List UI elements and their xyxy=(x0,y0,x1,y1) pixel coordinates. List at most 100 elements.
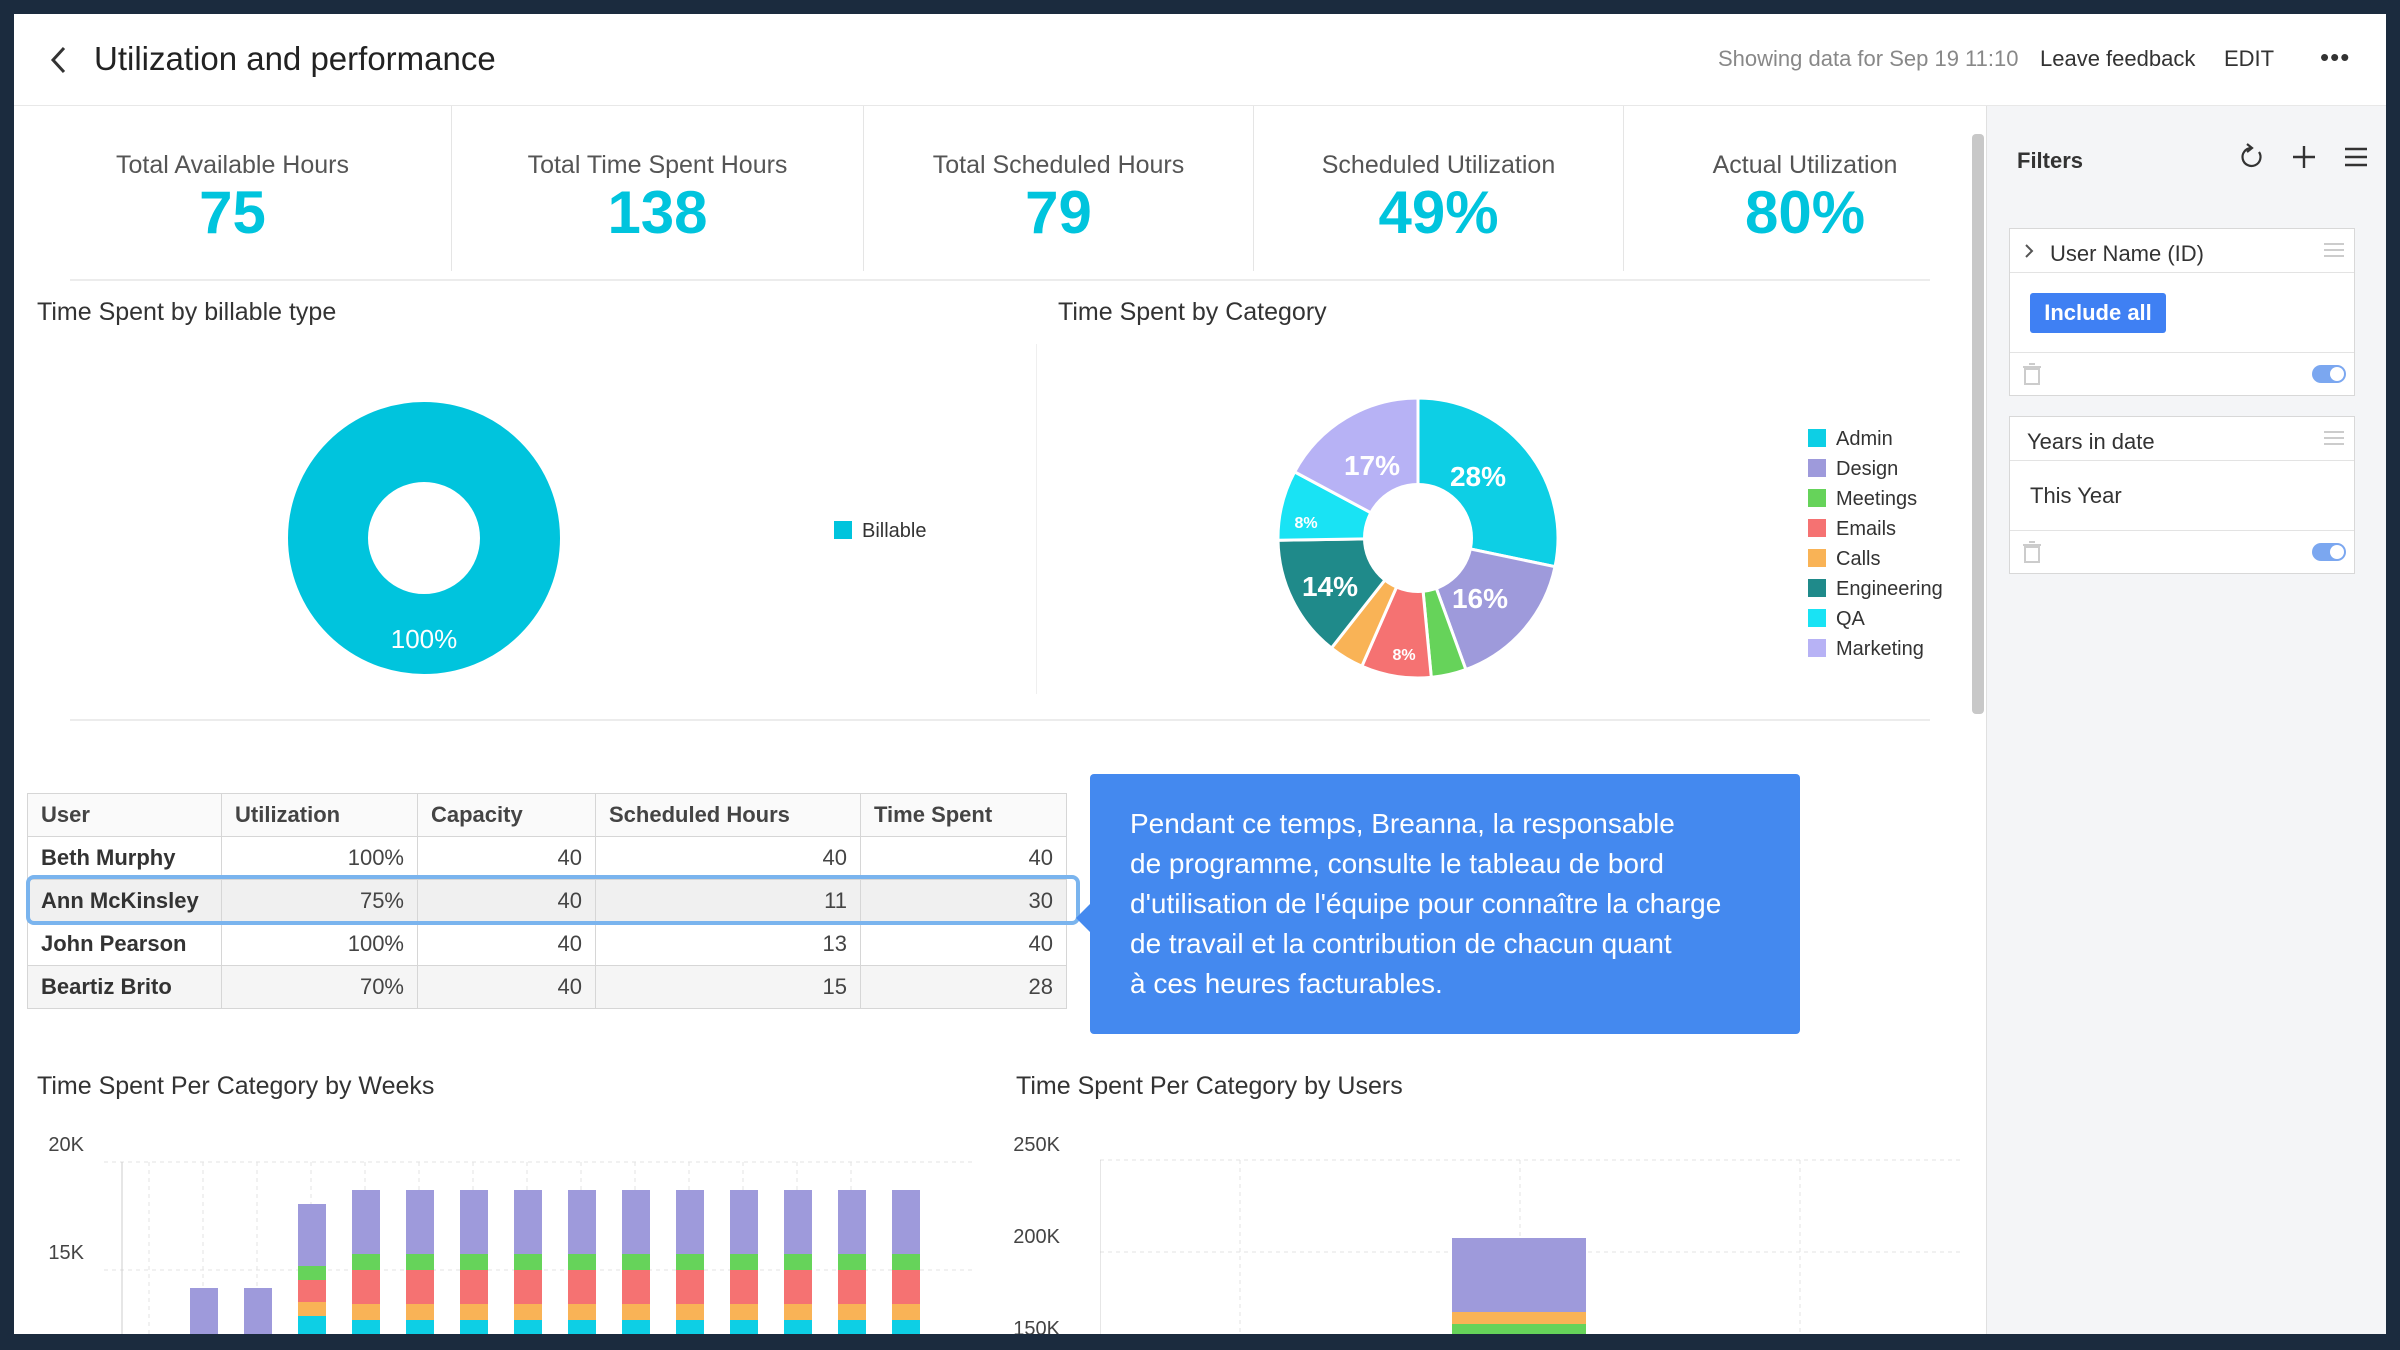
bar-segment-emails[interactable] xyxy=(406,1270,434,1304)
bar-segment-design[interactable] xyxy=(730,1190,758,1254)
bar-segment-design[interactable] xyxy=(244,1288,272,1334)
bar-segment-emails[interactable] xyxy=(622,1270,650,1304)
include-all-button[interactable]: Include all xyxy=(2030,293,2166,333)
bar-segment-design[interactable] xyxy=(784,1190,812,1254)
more-options-icon[interactable]: ••• xyxy=(2320,42,2351,72)
bar-segment-design[interactable] xyxy=(1452,1238,1586,1312)
bar-segment-admin[interactable] xyxy=(730,1320,758,1334)
vertical-scrollbar[interactable] xyxy=(1972,134,1984,714)
add-icon[interactable] xyxy=(2287,140,2321,174)
legend-item-billable[interactable]: Billable xyxy=(834,520,926,543)
bar-segment-design[interactable] xyxy=(622,1190,650,1254)
bar-segment-design[interactable] xyxy=(460,1190,488,1254)
legend-item-calls[interactable]: Calls xyxy=(1808,548,1880,571)
bar-segment-calls[interactable] xyxy=(460,1304,488,1320)
bar-segment-emails[interactable] xyxy=(676,1270,704,1304)
bar-segment-meetings[interactable] xyxy=(406,1254,434,1270)
bar-segment-admin[interactable] xyxy=(784,1320,812,1334)
bar-segment-design[interactable] xyxy=(892,1190,920,1254)
bar-segment-calls[interactable] xyxy=(1452,1312,1586,1324)
bar-segment-meetings[interactable] xyxy=(460,1254,488,1270)
chevron-right-icon[interactable] xyxy=(2024,243,2034,259)
edit-button[interactable]: EDIT xyxy=(2224,46,2275,71)
table-row[interactable]: Ann McKinsley 75% 40 11 30 xyxy=(27,879,1067,923)
bar-segment-meetings[interactable] xyxy=(352,1254,380,1270)
bar-segment-admin[interactable] xyxy=(622,1320,650,1334)
bar-segment-meetings[interactable] xyxy=(730,1254,758,1270)
bar-segment-calls[interactable] xyxy=(784,1304,812,1320)
bar-segment-admin[interactable] xyxy=(406,1320,434,1334)
column-header-scheduled-hours[interactable]: Scheduled Hours xyxy=(595,793,861,837)
bar-segment-calls[interactable] xyxy=(298,1302,326,1316)
bar-segment-calls[interactable] xyxy=(406,1304,434,1320)
bar-segment-calls[interactable] xyxy=(568,1304,596,1320)
column-header-user[interactable]: User xyxy=(27,793,222,837)
bar-segment-admin[interactable] xyxy=(892,1320,920,1334)
filter-value[interactable]: This Year xyxy=(2030,483,2122,508)
bar-segment-design[interactable] xyxy=(838,1190,866,1254)
legend-item-design[interactable]: Design xyxy=(1808,458,1898,481)
bar-segment-meetings[interactable] xyxy=(838,1254,866,1270)
bar-segment-emails[interactable] xyxy=(298,1280,326,1302)
bar-segment-meetings[interactable] xyxy=(892,1254,920,1270)
filter-card-header[interactable]: Years in date xyxy=(2010,417,2354,461)
back-chevron-icon[interactable] xyxy=(44,42,74,78)
bar-segment-admin[interactable] xyxy=(676,1320,704,1334)
bar-segment-design[interactable] xyxy=(298,1204,326,1266)
bar-segment-meetings[interactable] xyxy=(676,1254,704,1270)
bar-segment-design[interactable] xyxy=(676,1190,704,1254)
legend-item-engineering[interactable]: Engineering xyxy=(1808,578,1943,601)
bar-segment-emails[interactable] xyxy=(730,1270,758,1304)
column-header-capacity[interactable]: Capacity xyxy=(417,793,596,837)
table-row[interactable]: Beartiz Brito 70% 40 15 28 xyxy=(27,965,1067,1009)
bar-segment-emails[interactable] xyxy=(892,1270,920,1304)
billable-slice[interactable] xyxy=(288,402,560,674)
trash-icon[interactable] xyxy=(2022,541,2042,563)
column-header-utilization[interactable]: Utilization xyxy=(221,793,418,837)
bar-segment-emails[interactable] xyxy=(838,1270,866,1304)
bar-segment-emails[interactable] xyxy=(352,1270,380,1304)
bar-segment-emails[interactable] xyxy=(460,1270,488,1304)
drag-handle-icon[interactable] xyxy=(2324,429,2344,447)
bar-segment-calls[interactable] xyxy=(838,1304,866,1320)
filter-toggle[interactable] xyxy=(2312,543,2346,561)
bar-segment-admin[interactable] xyxy=(838,1320,866,1334)
drag-handle-icon[interactable] xyxy=(2324,241,2344,259)
bar-segment-admin[interactable] xyxy=(460,1320,488,1334)
bar-segment-meetings[interactable] xyxy=(622,1254,650,1270)
legend-item-admin[interactable]: Admin xyxy=(1808,428,1893,451)
column-header-time-spent[interactable]: Time Spent xyxy=(860,793,1067,837)
bar-segment-meetings[interactable] xyxy=(514,1254,542,1270)
bar-segment-meetings[interactable] xyxy=(568,1254,596,1270)
bar-segment-design[interactable] xyxy=(352,1190,380,1254)
reset-icon[interactable] xyxy=(2235,140,2269,174)
legend-item-qa[interactable]: QA xyxy=(1808,608,1865,631)
bar-segment-meetings[interactable] xyxy=(298,1266,326,1280)
legend-item-emails[interactable]: Emails xyxy=(1808,518,1896,541)
filter-toggle[interactable] xyxy=(2312,365,2346,383)
filter-card-header[interactable]: User Name (ID) xyxy=(2010,229,2354,273)
table-row[interactable]: Beth Murphy 100% 40 40 40 xyxy=(27,836,1067,880)
bar-segment-meetings[interactable] xyxy=(1452,1324,1586,1334)
bar-segment-calls[interactable] xyxy=(730,1304,758,1320)
trash-icon[interactable] xyxy=(2022,363,2042,385)
bar-segment-calls[interactable] xyxy=(892,1304,920,1320)
bar-segment-calls[interactable] xyxy=(352,1304,380,1320)
bar-segment-design[interactable] xyxy=(568,1190,596,1254)
bar-segment-admin[interactable] xyxy=(568,1320,596,1334)
menu-icon[interactable] xyxy=(2339,140,2373,174)
bar-segment-emails[interactable] xyxy=(514,1270,542,1304)
bar-segment-design[interactable] xyxy=(190,1288,218,1334)
bar-segment-admin[interactable] xyxy=(298,1316,326,1334)
bar-segment-design[interactable] xyxy=(514,1190,542,1254)
bar-segment-admin[interactable] xyxy=(514,1320,542,1334)
legend-item-meetings[interactable]: Meetings xyxy=(1808,488,1917,511)
bar-segment-calls[interactable] xyxy=(622,1304,650,1320)
bar-segment-emails[interactable] xyxy=(784,1270,812,1304)
bar-segment-calls[interactable] xyxy=(514,1304,542,1320)
bar-segment-admin[interactable] xyxy=(352,1320,380,1334)
bar-segment-design[interactable] xyxy=(406,1190,434,1254)
legend-item-marketing[interactable]: Marketing xyxy=(1808,638,1924,661)
bar-segment-meetings[interactable] xyxy=(784,1254,812,1270)
bar-segment-calls[interactable] xyxy=(676,1304,704,1320)
